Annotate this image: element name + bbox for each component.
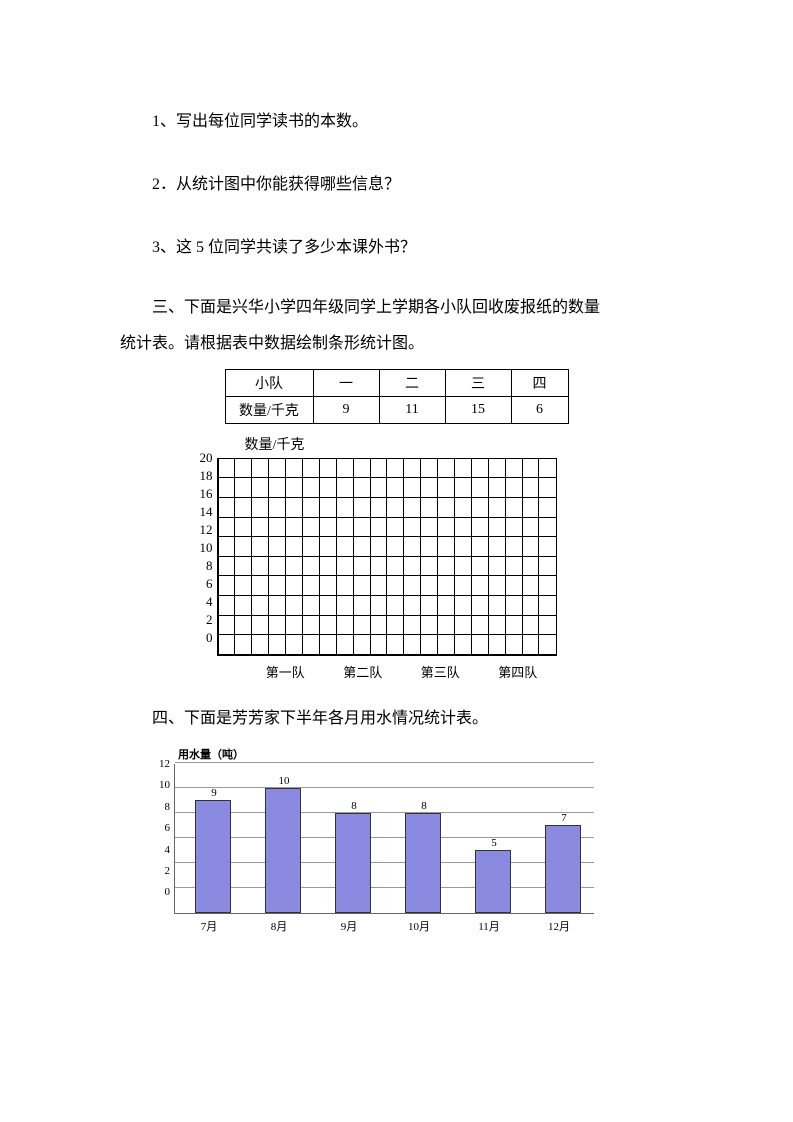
y-tick: 4 xyxy=(165,844,171,865)
x-label: 11月 xyxy=(454,918,524,934)
x-axis-labels: 第一队第二队第三队第四队 xyxy=(217,662,557,681)
question-3: 3、这 5 位同学共读了多少本课外书？ xyxy=(120,226,673,271)
y-tick: 0 xyxy=(165,886,171,907)
table-cell: 11 xyxy=(379,396,445,423)
grid-line xyxy=(175,812,594,813)
grid-line xyxy=(175,787,594,788)
y-tick: 2 xyxy=(206,611,213,629)
grid-line xyxy=(175,837,594,838)
section4-title: 四、下面是芳芳家下半年各月用水情况统计表。 xyxy=(120,701,673,736)
grid-line xyxy=(175,862,594,863)
table-cell: 15 xyxy=(445,396,511,423)
section3-intro-line1: 三、下面是兴华小学四年级同学上学期各小队回收废报纸的数量 xyxy=(120,290,673,325)
x-label: 第三队 xyxy=(402,662,480,681)
water-y-axis-label: 用水量（吨） xyxy=(178,746,610,762)
chart-grid-area xyxy=(217,458,557,656)
y-tick: 6 xyxy=(165,822,171,843)
x-label: 12月 xyxy=(524,918,594,934)
x-label: 9月 xyxy=(314,918,384,934)
y-tick: 2 xyxy=(165,865,171,886)
y-tick: 6 xyxy=(206,575,213,593)
x-label: 7月 xyxy=(174,918,244,934)
bar: 10 xyxy=(265,788,301,913)
y-axis-label: 数量/千克 xyxy=(245,434,607,454)
section3-blank-chart: 数量/千克 20181614121086420 第一队第二队第三队第四队 xyxy=(187,434,607,681)
table-header-label: 小队 xyxy=(225,369,313,396)
bar-value-label: 8 xyxy=(406,800,442,812)
table-row-label: 数量/千克 xyxy=(225,396,313,423)
table-cell: 三 xyxy=(445,369,511,396)
water-plot-area: 9108857 xyxy=(174,764,594,914)
bar: 7 xyxy=(545,825,581,913)
y-tick: 4 xyxy=(206,593,213,611)
table-cell: 9 xyxy=(313,396,379,423)
table-cell: 四 xyxy=(511,369,568,396)
table-cell: 6 xyxy=(511,396,568,423)
bar: 8 xyxy=(405,813,441,913)
bar-value-label: 10 xyxy=(266,775,302,787)
bar-value-label: 7 xyxy=(546,812,582,824)
water-x-labels: 7月8月9月10月11月12月 xyxy=(174,918,594,934)
y-tick: 10 xyxy=(200,539,213,557)
grid-line xyxy=(175,762,594,763)
question-1: 1、写出每位同学读书的本数。 xyxy=(120,100,673,145)
y-tick: 16 xyxy=(200,485,213,503)
y-tick: 8 xyxy=(165,801,171,822)
bar-value-label: 9 xyxy=(196,787,232,799)
x-label: 8月 xyxy=(244,918,314,934)
section3-data-table: 小队 一 二 三 四 数量/千克 9 11 15 6 xyxy=(225,369,569,424)
question-2: 2．从统计图中你能获得哪些信息？ xyxy=(120,163,673,208)
x-label: 10月 xyxy=(384,918,454,934)
y-tick: 12 xyxy=(200,521,213,539)
bar: 5 xyxy=(475,850,511,913)
y-tick: 12 xyxy=(159,758,170,779)
water-chart: 用水量（吨） 121086420 9108857 7月8月9月10月11月12月 xyxy=(150,746,610,934)
y-tick: 10 xyxy=(159,779,170,800)
bar: 8 xyxy=(335,813,371,913)
y-tick: 8 xyxy=(206,557,213,575)
section3-intro-line2: 统计表。请根据表中数据绘制条形统计图。 xyxy=(120,326,673,361)
bar-value-label: 5 xyxy=(476,837,512,849)
grid-line xyxy=(175,887,594,888)
bar: 9 xyxy=(195,800,231,913)
y-axis-ticks: 20181614121086420 xyxy=(187,458,213,656)
bar-value-label: 8 xyxy=(336,800,372,812)
y-tick: 20 xyxy=(200,449,213,467)
x-label: 第二队 xyxy=(324,662,402,681)
y-tick: 14 xyxy=(200,503,213,521)
chart-grid xyxy=(218,458,557,655)
x-label: 第一队 xyxy=(247,662,325,681)
water-y-ticks: 121086420 xyxy=(150,764,170,914)
table-cell: 二 xyxy=(379,369,445,396)
y-tick: 18 xyxy=(200,467,213,485)
y-tick: 0 xyxy=(206,629,213,647)
table-cell: 一 xyxy=(313,369,379,396)
x-label: 第四队 xyxy=(479,662,557,681)
